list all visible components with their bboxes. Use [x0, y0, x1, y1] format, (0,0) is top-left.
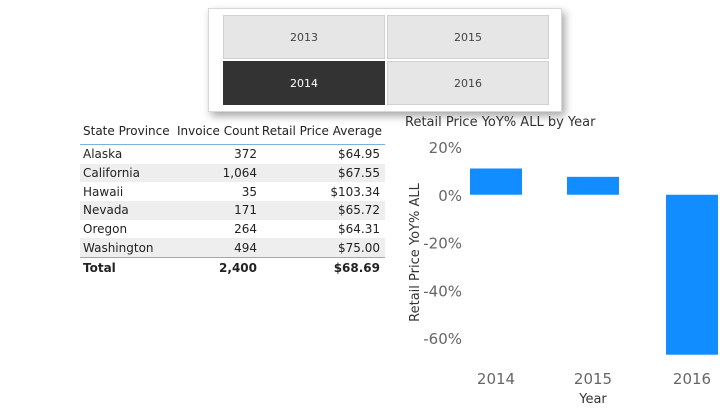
table-row: Alaska 372 $64.95 — [80, 145, 385, 164]
y-tick-label: 20% — [429, 139, 462, 157]
cell-state: Hawaii — [83, 184, 124, 199]
year-slicer: 2013 2015 2014 2016 — [208, 8, 562, 112]
bar-2014 — [470, 168, 522, 195]
bar-2016 — [666, 194, 718, 355]
x-axis-label: Year — [578, 392, 607, 407]
cell-invoice-count: 264 — [234, 222, 257, 237]
cell-invoice-count: 1,064 — [222, 166, 257, 181]
chart-title: Retail Price YoY% ALL by Year — [405, 115, 596, 130]
cell-invoice-count: 372 — [234, 147, 257, 162]
total-label: Total — [83, 261, 116, 276]
cell-retail-price-average: $67.55 — [338, 166, 380, 181]
y-tick-label: -60% — [423, 330, 462, 348]
cell-state: Nevada — [83, 203, 129, 218]
table-row: Oregon 264 $64.31 — [80, 220, 385, 239]
slicer-item-2015[interactable]: 2015 — [387, 15, 549, 59]
x-tick-label: 2016 — [673, 370, 711, 388]
slicer-item-2016[interactable]: 2016 — [387, 61, 549, 105]
y-axis-label: Retail Price YoY% ALL — [408, 182, 423, 321]
total-retail-price-average: $68.69 — [333, 261, 380, 276]
y-tick-label: -20% — [423, 235, 462, 253]
cell-retail-price-average: $64.95 — [338, 147, 380, 162]
x-tick-label: 2014 — [477, 370, 515, 388]
cell-invoice-count: 171 — [234, 203, 257, 218]
cell-invoice-count: 494 — [234, 240, 257, 255]
y-tick-label: -40% — [423, 282, 462, 300]
cell-invoice-count: 35 — [241, 184, 257, 199]
cell-retail-price-average: $103.34 — [330, 184, 380, 199]
slicer-item-2014[interactable]: 2014 — [223, 61, 385, 105]
table-row: Hawaii 35 $103.34 — [80, 182, 385, 201]
cell-retail-price-average: $75.00 — [338, 240, 380, 255]
cell-retail-price-average: $64.31 — [338, 222, 380, 237]
total-invoice-count: 2,400 — [219, 261, 257, 276]
column-header-invoice-count[interactable]: Invoice Count — [177, 124, 260, 138]
column-header-retail-price-average[interactable]: Retail Price Average — [261, 124, 382, 138]
cell-state: Oregon — [83, 222, 128, 237]
state-table: State Province Invoice Count Retail Pric… — [80, 118, 385, 278]
cell-retail-price-average: $65.72 — [338, 203, 380, 218]
bar-2015 — [567, 176, 619, 195]
table-row: Washington 494 $75.00 — [80, 238, 385, 258]
x-tick-label: 2015 — [574, 370, 612, 388]
column-header-state[interactable]: State Province — [83, 124, 170, 138]
table-total-row: Total 2,400 $68.69 — [80, 257, 385, 278]
slicer-item-2013[interactable]: 2013 — [223, 15, 385, 59]
cell-state: California — [83, 166, 140, 181]
cell-state: Washington — [83, 240, 154, 255]
table-header-row: State Province Invoice Count Retail Pric… — [80, 118, 385, 145]
table-row: California 1,064 $67.55 — [80, 163, 385, 183]
cell-state: Alaska — [83, 147, 123, 162]
table-row: Nevada 171 $65.72 — [80, 201, 385, 220]
y-tick-label: 0% — [438, 187, 462, 205]
yoy-bar-chart: 20% 0% -20% -40% -60%Retail Price YoY% ALL 20… — [408, 139, 718, 407]
